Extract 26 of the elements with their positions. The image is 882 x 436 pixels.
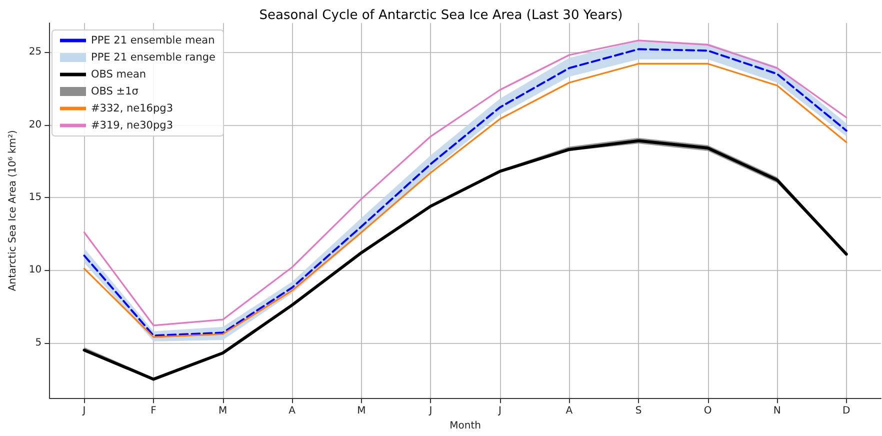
legend-label: #332, ne16pg3 [91, 102, 174, 114]
x-tick-label: J [497, 406, 502, 417]
legend-label: PPE 21 ensemble range [91, 52, 216, 64]
x-tick-label: S [635, 406, 642, 417]
x-axis-title: Month [450, 420, 481, 432]
x-tick-label: M [357, 406, 366, 417]
legend-label: #319, ne30pg3 [91, 120, 174, 132]
x-tick-label: F [150, 406, 157, 417]
y-tick-label: 15 [28, 192, 42, 203]
x-tick-label: J [428, 406, 432, 417]
x-tick-label: J [82, 406, 86, 417]
y-tick-label: 10 [28, 264, 42, 276]
legend-label: OBS ±1σ [91, 86, 139, 98]
x-tick-label: O [704, 406, 712, 417]
x-tick-label: M [218, 406, 228, 417]
y-tick-label: 25 [28, 46, 42, 58]
x-tick-label: A [288, 406, 296, 417]
x-tick-label: A [566, 406, 573, 417]
legend-label: PPE 21 ensemble mean [91, 34, 215, 46]
chart-title: Seasonal Cycle of Antarctic Sea Ice Area (Last 30 Years) [259, 8, 623, 23]
y-tick-label: 5 [35, 337, 42, 348]
x-tick-label: N [773, 406, 781, 417]
y-axis-title: Antarctic Sea Ice Area (10⁶ km²) [8, 130, 18, 292]
legend-label: OBS mean [91, 68, 146, 80]
x-tick-label: D [842, 406, 851, 417]
y-tick-label: 20 [28, 119, 42, 130]
